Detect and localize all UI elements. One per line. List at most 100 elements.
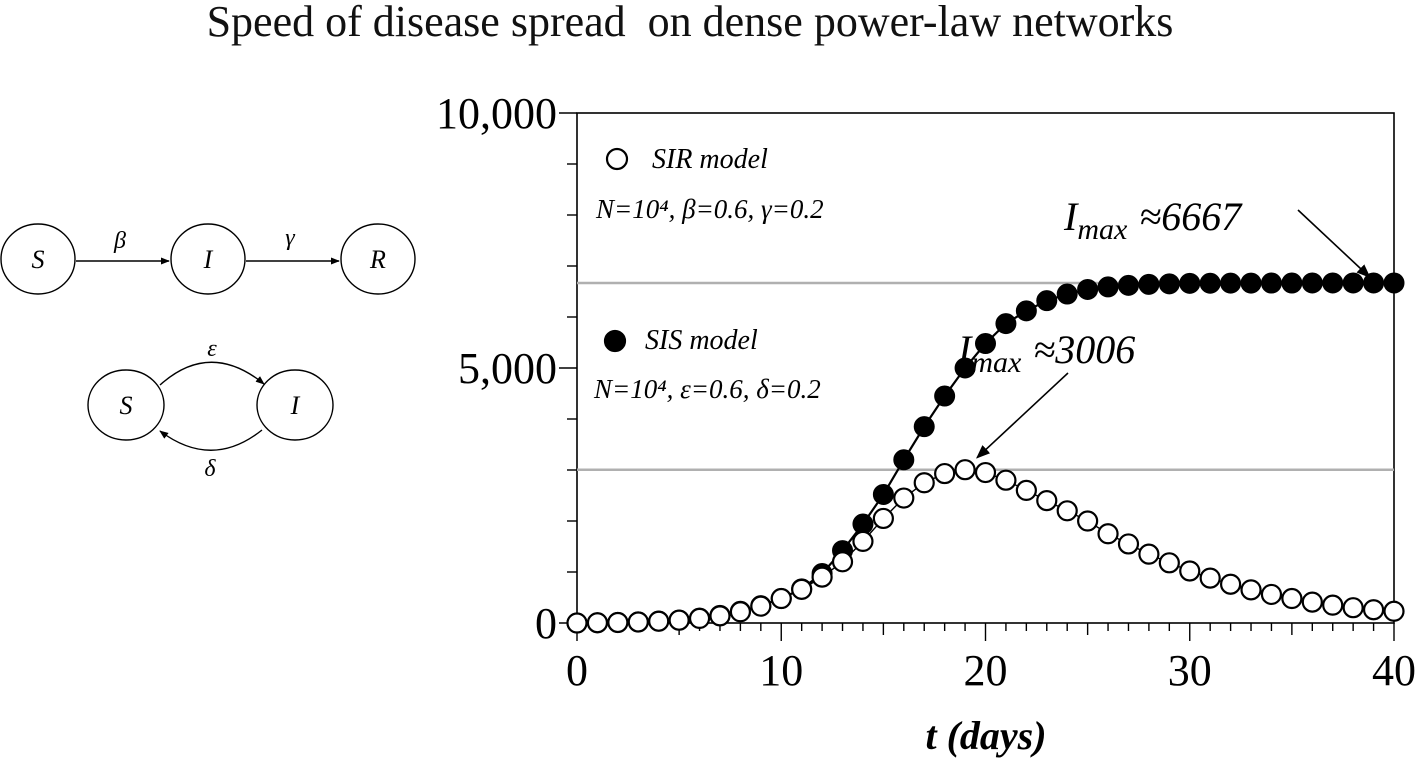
annotation-sir-arrow <box>976 372 1069 459</box>
sir-point <box>566 612 588 634</box>
plot-area: 0 10 20 30 40 0 5,000 10,000 SIR model N=10⁴, β… <box>436 89 1416 758</box>
sis-point <box>1036 290 1058 312</box>
legend-sis-label: SIS model <box>645 325 758 356</box>
sir-node-s <box>0 223 76 295</box>
sir-point <box>750 595 772 617</box>
sir-point <box>1240 579 1262 601</box>
annotation-sir-max: Imax ≈3006 <box>957 327 1135 459</box>
sis-point <box>1383 272 1405 294</box>
sir-point <box>668 609 690 631</box>
sis-point <box>975 333 996 355</box>
sis-point <box>1015 300 1037 322</box>
sir-point <box>872 507 894 530</box>
sir-point <box>995 469 1017 491</box>
sis-point <box>1138 273 1160 295</box>
axes: 0 10 20 30 40 0 5,000 10,000 <box>436 89 1416 695</box>
sir-point <box>688 607 711 630</box>
sir-point <box>1179 560 1201 582</box>
sis-edge-epsilon-label: ε <box>207 336 217 362</box>
sis-edge-i-s <box>159 429 263 451</box>
sir-point <box>1383 600 1405 622</box>
sis-point <box>1240 272 1262 294</box>
sis-point <box>954 357 976 379</box>
sir-point <box>913 472 935 494</box>
sis-point <box>1220 272 1242 294</box>
sis-point <box>1158 273 1180 295</box>
sir-point <box>811 566 833 588</box>
sir-point <box>1260 583 1283 606</box>
sis-node-s <box>87 369 165 441</box>
sir-point <box>852 530 874 553</box>
sir-point <box>954 459 976 481</box>
sir-point <box>974 461 997 484</box>
x-tick-label: 0 <box>566 646 588 695</box>
sir-point <box>831 551 854 573</box>
sis-point <box>1281 272 1303 294</box>
sis-point <box>1260 272 1282 294</box>
sir-point <box>893 487 915 509</box>
sis-point <box>1179 272 1201 294</box>
x-tick-label: 40 <box>1372 646 1416 695</box>
sis-point <box>1097 276 1119 298</box>
sir-point <box>648 610 670 632</box>
sis-edge-delta-label: δ <box>204 456 216 482</box>
y-tick-label: 0 <box>535 599 557 648</box>
annotation-sis-arrow <box>1297 209 1371 278</box>
sir-point <box>729 601 752 623</box>
y-tick-label: 5,000 <box>458 344 557 393</box>
legend-sir-params: N=10⁴, β=0.6, γ=0.2 <box>595 194 824 224</box>
sir-point <box>1015 479 1037 501</box>
sis-point <box>1301 272 1323 294</box>
chart-title: Speed of disease spread on dense power-l… <box>206 0 1174 46</box>
sis-point <box>1199 272 1221 294</box>
sis-point <box>913 416 935 438</box>
sir-node-i-label: I <box>203 245 214 274</box>
sir-point <box>1219 573 1242 595</box>
legend-sis-params: N=10⁴, ε=0.6, δ=0.2 <box>593 374 821 404</box>
sir-point <box>709 605 731 627</box>
sir-node-r <box>340 223 416 295</box>
sir-point <box>1301 591 1323 613</box>
sir-point <box>791 578 813 600</box>
sir-point <box>1077 510 1099 532</box>
sir-point <box>1036 490 1058 512</box>
sir-point <box>1322 594 1344 616</box>
annotation-sir-max-label: Imax ≈3006 <box>957 327 1135 379</box>
sis-node-i-label: I <box>290 391 301 420</box>
annotation-sis-max-label: Imax ≈6667 <box>1063 194 1243 246</box>
sis-diagram: S I ε δ <box>87 336 334 482</box>
sis-edge-s-i <box>159 361 265 386</box>
x-tick-label: 30 <box>1168 646 1212 695</box>
annotation-sis-max: Imax ≈6667 <box>1063 194 1371 278</box>
sir-point <box>770 587 792 610</box>
sir-point <box>627 611 649 633</box>
x-tick-label: 10 <box>759 646 803 695</box>
sir-point <box>586 612 609 634</box>
sir-point <box>1199 567 1221 589</box>
sir-point <box>1056 500 1078 522</box>
sir-point <box>607 611 629 634</box>
sis-point <box>1077 278 1099 300</box>
sir-point <box>934 462 956 485</box>
sis-point <box>1342 272 1364 294</box>
sis-point <box>934 385 956 407</box>
sir-point <box>1117 533 1140 555</box>
legend-sir-label: SIR model <box>652 144 768 175</box>
x-axis-label: t (days) <box>925 713 1046 758</box>
sir-node-s-label: S <box>32 245 45 274</box>
sir-node-r-label: R <box>369 245 386 274</box>
sir-edge-gamma-label: γ <box>285 225 295 251</box>
x-tick-label: 20 <box>964 646 1008 695</box>
sis-node-i <box>256 369 334 441</box>
sis-point <box>872 483 894 505</box>
legend-sir-marker <box>605 147 629 171</box>
sis-node-s-label: S <box>120 391 133 420</box>
sis-point <box>1117 274 1139 296</box>
legend-sis-marker <box>603 329 627 353</box>
sis-point <box>1056 283 1078 305</box>
sir-diagram: S I R β γ <box>0 223 416 295</box>
sir-point <box>1097 523 1119 545</box>
series-sir <box>566 459 1405 634</box>
sis-point <box>1322 272 1344 294</box>
